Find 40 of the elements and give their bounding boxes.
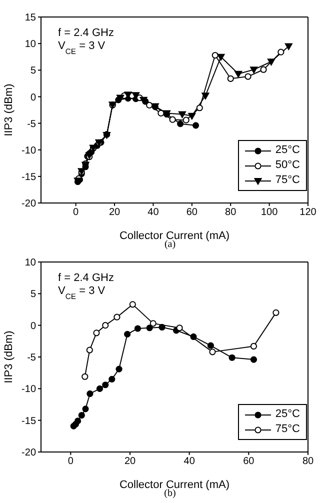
legend-label: 50°C [275,158,300,173]
annotation: f = 2.4 GHz [58,272,114,284]
y-tick-label: 5 [30,66,36,77]
y-tick-label: -20 [22,198,36,210]
legend-label: 25°C [275,407,300,422]
y-tick-label: 10 [24,39,36,50]
x-tick-label: 40 [148,207,160,218]
annotation: V$_{CE}$ = 3 V [58,40,106,56]
legend-label: 75°C [275,173,300,188]
y-tick-label: -5 [27,118,36,130]
y-tick-label: 15 [24,12,36,24]
x-tick-label: 80 [302,456,314,468]
text: (a) [163,239,176,251]
y-tick-label: 0 [30,320,36,332]
x-tick-label: 40 [184,456,196,468]
y-tick-label: -15 [22,416,36,427]
legend-label: 25°C [275,143,300,158]
y-axis-title: IIP3 (dBm) [2,84,15,136]
y-tick-label: -20 [22,448,36,459]
y-tick-label: -5 [27,352,36,364]
x-tick-label: 120 [300,207,317,218]
x-tick-label: 0 [73,207,80,218]
y-tick-label: 0 [30,92,36,104]
x-tick-label: 20 [124,456,136,468]
y-tick-label: -15 [22,172,36,183]
y-tick-label: 10 [24,258,36,269]
x-tick-label: 60 [243,456,255,468]
y-tick-label: -10 [22,384,36,396]
y-tick-label: -10 [22,145,36,156]
y-axis-title: IIP3 (dBm) [2,330,15,384]
x-tick-label: 60 [186,207,198,218]
annotation: V$_{CE}$ = 3 V [58,285,106,300]
x-tick-label: 0 [68,456,74,468]
annotation: f = 2.4 GHz [58,27,114,39]
text: (b) [163,488,176,500]
x-tick-label: 80 [225,207,237,218]
legend-label: 75°C [275,422,300,437]
x-tick-label: 100 [260,207,278,218]
x-tick-label: 20 [108,207,121,218]
y-tick-label: 5 [30,289,36,300]
